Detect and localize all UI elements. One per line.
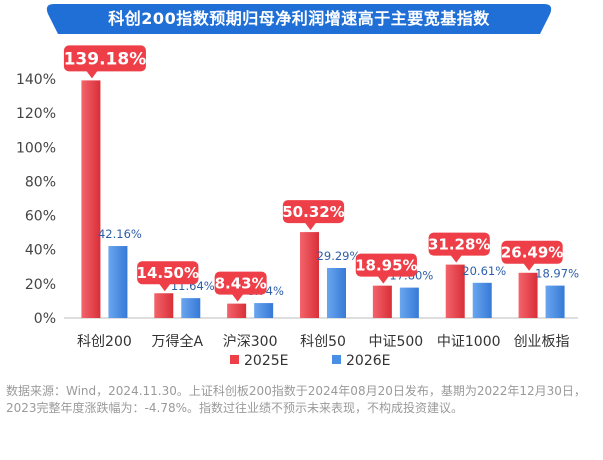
label-pointer bbox=[304, 222, 317, 231]
x-tick-label: 中证500 bbox=[368, 334, 423, 350]
bar-2026e bbox=[254, 303, 274, 318]
bar-2026e bbox=[181, 298, 201, 318]
data-label-2026e: 20.61% bbox=[462, 264, 506, 278]
label-text: 8.43% bbox=[215, 275, 267, 293]
legend-swatch bbox=[230, 355, 239, 364]
bar-2025e bbox=[227, 303, 247, 318]
x-tick-label: 万得全A bbox=[151, 333, 203, 350]
bar-2025e bbox=[372, 285, 392, 318]
y-tick-label: 140% bbox=[16, 72, 56, 88]
bar-2026e bbox=[472, 282, 492, 318]
bar-2026e bbox=[545, 285, 565, 318]
label-bubble bbox=[428, 232, 490, 256]
label-text: 31.28% bbox=[428, 236, 490, 254]
label-bubble bbox=[137, 261, 199, 285]
bar-2025e bbox=[518, 272, 538, 318]
y-tick-label: 0% bbox=[34, 311, 56, 327]
data-label-2026e: 29.29% bbox=[317, 249, 361, 263]
x-tick-label: 科创200 bbox=[77, 334, 132, 350]
y-tick-label: 100% bbox=[16, 140, 56, 156]
legend-label: 2026E bbox=[346, 353, 390, 369]
bar-2026e bbox=[327, 267, 346, 318]
data-label-2026e: 18.97% bbox=[535, 267, 579, 281]
x-tick-label: 创业板指 bbox=[514, 334, 570, 350]
data-label-2026e: 42.16% bbox=[98, 227, 142, 241]
label-pointer bbox=[523, 262, 536, 271]
label-text: 26.49% bbox=[501, 244, 563, 262]
label-pointer bbox=[377, 275, 390, 284]
label-text: 50.32% bbox=[282, 203, 344, 221]
label-bubble bbox=[501, 240, 563, 264]
label-pointer bbox=[85, 70, 98, 79]
x-tick-label: 科创50 bbox=[300, 334, 346, 350]
legend-label: 2025E bbox=[244, 353, 288, 369]
y-tick-label: 40% bbox=[25, 243, 56, 259]
x-tick-label: 中证1000 bbox=[437, 334, 501, 350]
data-label-2025e: 50.32% bbox=[282, 200, 345, 231]
legend-2026e: 2026E bbox=[332, 353, 390, 369]
data-label-2025e: 31.28% bbox=[428, 232, 490, 263]
legend-swatch bbox=[332, 355, 341, 364]
bar-2026e bbox=[399, 287, 419, 318]
y-tick-label: 80% bbox=[25, 174, 56, 190]
label-text: 139.18% bbox=[64, 50, 147, 70]
bar-chart: 0% 20% 40% 60% 80% 100% 120% 140% 科创200 万得全A 沪深300… bbox=[16, 45, 579, 369]
data-label-2025e: 139.18% bbox=[63, 45, 147, 79]
label-bubble bbox=[214, 271, 267, 295]
label-text: 18.95% bbox=[355, 257, 417, 275]
y-tick-label: 120% bbox=[16, 106, 56, 122]
label-pointer bbox=[450, 254, 463, 263]
bar-2025e bbox=[445, 264, 465, 318]
bar-2025e bbox=[300, 232, 319, 318]
x-tick-label: 沪深300 bbox=[223, 334, 278, 350]
title-banner bbox=[46, 4, 552, 34]
y-tick-label: 60% bbox=[25, 209, 56, 225]
label-bubble bbox=[355, 253, 417, 277]
label-bubble bbox=[282, 200, 345, 224]
data-label-2025e: 14.50% bbox=[137, 261, 199, 292]
bar-2025e bbox=[81, 80, 101, 318]
chart-title: 科创200指数预期归母净利润增速高于主要宽基指数 bbox=[108, 9, 490, 28]
label-text: 14.50% bbox=[137, 264, 199, 282]
label-pointer bbox=[158, 283, 171, 292]
data-label-2025e: 8.43% bbox=[214, 271, 267, 302]
label-bubble bbox=[63, 45, 146, 72]
label-pointer bbox=[231, 293, 244, 302]
data-label-2025e: 26.49% bbox=[501, 240, 563, 271]
bar-2026e bbox=[108, 246, 128, 318]
source-note: 数据来源：Wind，2024.11.30。上证科创板200指数于2024年08月… bbox=[6, 384, 586, 415]
y-tick-label: 20% bbox=[25, 277, 56, 293]
bar-2025e bbox=[154, 293, 174, 318]
legend-2025e: 2025E bbox=[230, 353, 288, 369]
data-label-2025e: 18.95% bbox=[355, 253, 418, 284]
